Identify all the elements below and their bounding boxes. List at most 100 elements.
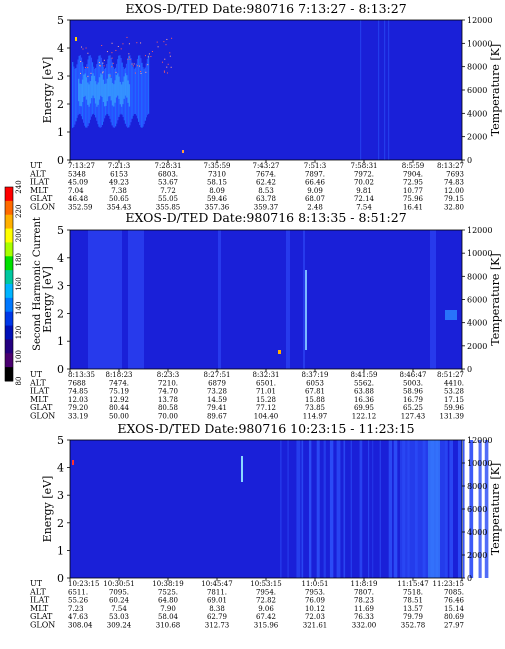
- speckle-mark: [131, 63, 133, 65]
- y2-tick-label: 12000: [467, 226, 492, 235]
- table-cell: 58.15: [207, 179, 227, 187]
- table-cell: 309.24: [107, 622, 132, 630]
- table-cell: 7693: [446, 170, 464, 178]
- stripe-mark: [400, 440, 448, 578]
- speckle-mark: [84, 66, 86, 68]
- table-cell: 7085.: [444, 588, 464, 596]
- speckle-mark: [147, 56, 149, 58]
- speckle-mark: [115, 49, 117, 51]
- table-cell: 76.09: [305, 597, 325, 605]
- table-cell: 7953.: [305, 588, 325, 596]
- stripe-mark: [469, 440, 474, 578]
- y-tick-label: 2: [57, 517, 64, 530]
- stripe-mark: [350, 440, 352, 578]
- table-cell: 64.80: [158, 597, 178, 605]
- stripe-mark: [360, 20, 362, 160]
- speckle-mark: [163, 41, 165, 43]
- stripe-mark: [378, 20, 380, 160]
- table-cell: 8:13:35: [68, 371, 95, 379]
- table-cell: 9.06: [258, 605, 274, 613]
- stripe-mark: [128, 230, 144, 369]
- table-row-label: ILAT: [30, 596, 50, 605]
- energy-band-core: [92, 73, 94, 96]
- table-row-label: ALT: [29, 169, 46, 178]
- speckle-mark: [128, 43, 130, 45]
- table-cell: 6511.: [68, 588, 88, 596]
- table-row-label: MLT: [30, 186, 49, 195]
- hot-spot-mark: [75, 37, 77, 41]
- table-cell: 12.03: [68, 396, 88, 404]
- y-tick-label: 1: [57, 335, 64, 348]
- colorbar-frame: [4, 186, 14, 382]
- y2-axis-label: Temperature [K]: [489, 463, 502, 555]
- table-cell: 67.42: [256, 613, 276, 621]
- table-cell: 80.69: [444, 613, 464, 621]
- energy-band-core: [127, 80, 129, 103]
- speckle-mark: [169, 55, 171, 57]
- speckle-mark: [171, 37, 173, 39]
- table-cell: 8:41:59: [351, 371, 378, 379]
- stripe-mark: [88, 230, 122, 369]
- table-cell: 73.85: [305, 404, 325, 412]
- table-cell: 7:43:27: [253, 162, 280, 170]
- table-cell: 131.39: [440, 413, 465, 421]
- table-cell: 8.38: [209, 605, 225, 613]
- energy-band-core: [96, 84, 98, 107]
- speckle-mark: [87, 75, 89, 77]
- energy-band-mark: [140, 58, 142, 128]
- speckle-mark: [87, 52, 89, 54]
- speckle-mark: [99, 65, 101, 67]
- speckle-mark: [126, 36, 128, 38]
- speckle-mark: [169, 52, 171, 54]
- table-row-label: GLAT: [30, 612, 53, 621]
- table-cell: 310.68: [156, 622, 181, 630]
- colorbar-segment: [5, 353, 13, 368]
- speckle-mark: [150, 55, 152, 57]
- table-cell: 7:13:27: [68, 162, 95, 170]
- table-cell: 69.95: [354, 404, 374, 412]
- energy-band-core: [128, 84, 131, 107]
- colorbar-segment: [5, 270, 13, 285]
- stripe-mark: [484, 440, 489, 578]
- speckle-mark: [166, 38, 168, 40]
- table-cell: 10:53:15: [250, 580, 281, 588]
- table-cell: 6053: [306, 379, 324, 387]
- table-cell: 75.19: [109, 388, 129, 396]
- speckle-mark: [164, 71, 166, 73]
- colorbar-tick-label: 240: [15, 180, 23, 193]
- energy-band-mark: [133, 68, 135, 115]
- table-cell: 8:23:3: [157, 371, 180, 379]
- stripe-mark: [359, 440, 363, 578]
- y-tick-label: 4: [57, 252, 64, 265]
- table-cell: 73.28: [207, 388, 227, 396]
- speckle-mark: [136, 42, 138, 44]
- speckle-mark: [161, 61, 163, 63]
- y2-tick-label: 6000: [467, 505, 487, 514]
- colorbar-label: Second Harmonic Current: [32, 217, 43, 351]
- table-cell: 89.67: [207, 413, 227, 421]
- table-cell: 7.04: [68, 187, 84, 195]
- speckle-mark: [163, 70, 165, 72]
- table-row-label: ALT: [29, 378, 46, 387]
- energy-band-core: [117, 73, 119, 96]
- table-cell: 5562.: [354, 379, 374, 387]
- table-row-label: GLAT: [30, 194, 53, 203]
- table-cell: 67.81: [305, 388, 325, 396]
- stripe-mark: [393, 440, 398, 578]
- table-cell: 79.79: [403, 613, 423, 621]
- energy-band-core: [106, 78, 108, 102]
- energy-band-mark: [132, 67, 134, 116]
- table-cell: 7.72: [160, 187, 176, 195]
- table-cell: 127.43: [401, 413, 426, 421]
- table-cell: 70.02: [354, 179, 374, 187]
- table-cell: 11:15:47: [397, 580, 428, 588]
- table-cell: 354.43: [107, 204, 132, 212]
- table-cell: 7525.: [158, 588, 178, 596]
- table-cell: 7688: [68, 379, 86, 387]
- energy-band-mark: [130, 58, 132, 123]
- speckle-mark: [111, 57, 113, 59]
- table-cell: 8.09: [209, 187, 225, 195]
- energy-band-core: [105, 83, 107, 106]
- table-cell: 13.57: [403, 605, 423, 613]
- table-cell: 65.25: [403, 404, 423, 412]
